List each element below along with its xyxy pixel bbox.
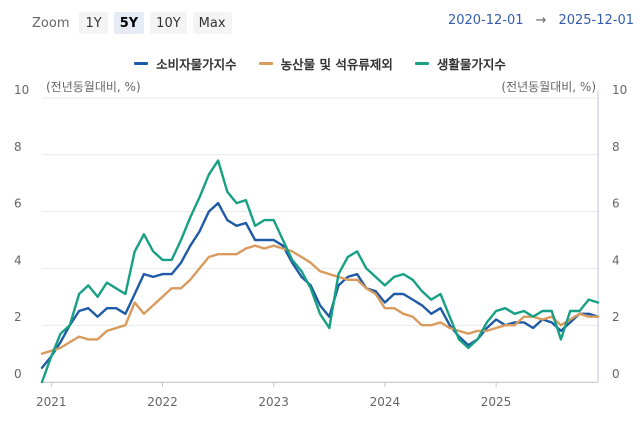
y-axis-unit-left: (전년동월대비, %) — [46, 80, 141, 94]
y-tick-label-right: 10 — [612, 83, 627, 97]
legend-swatch-cpi — [134, 62, 149, 65]
y-tick-label-left: 8 — [14, 140, 22, 154]
range-to-input[interactable]: 2025-12-01 — [558, 13, 634, 28]
zoom-label: Zoom — [32, 15, 70, 31]
zoom-1y-button[interactable]: 1Y — [79, 12, 108, 34]
zoom-max-button[interactable]: Max — [192, 12, 232, 34]
x-tick-label: 2025 — [481, 395, 512, 409]
legend-item-living[interactable]: 생활물가지수 — [414, 54, 506, 73]
legend-label-core: 농산물 및 석유류제외 — [280, 57, 393, 72]
y-tick-label-right: 6 — [612, 197, 620, 211]
series-line-living — [40, 159, 600, 384]
y-tick-label-left: 0 — [14, 367, 22, 381]
zoom-5y-button[interactable]: 5Y — [113, 12, 145, 34]
legend-swatch-living — [414, 62, 429, 65]
y-axis-unit-right: (전년동월대비, %) — [501, 80, 596, 94]
series-line-cpi — [40, 201, 600, 369]
legend-swatch-core — [258, 62, 273, 65]
x-tick-label: 2024 — [370, 395, 401, 409]
date-range: 2020-12-01 → 2025-12-01 — [448, 13, 634, 28]
x-tick-label: 2022 — [147, 395, 178, 409]
y-tick-label-left: 6 — [14, 197, 22, 211]
series-line-core — [40, 244, 600, 355]
y-tick-label-left: 10 — [14, 83, 29, 97]
x-tick-label: 2023 — [258, 395, 289, 409]
legend-item-core[interactable]: 농산물 및 석유류제외 — [258, 54, 393, 73]
y-tick-label-left: 2 — [14, 310, 22, 324]
y-tick-label-right: 8 — [612, 140, 620, 154]
y-tick-label-right: 2 — [612, 310, 620, 324]
zoom-toolbar: Zoom 1Y 5Y 10Y Max — [32, 12, 232, 34]
chart-legend: 소비자물가지수 농산물 및 석유류제외 생활물가지수 — [0, 54, 640, 73]
x-tick-label: 2021 — [36, 395, 67, 409]
legend-item-cpi[interactable]: 소비자물가지수 — [134, 54, 237, 73]
y-tick-label-left: 4 — [14, 253, 22, 267]
legend-label-living: 생활물가지수 — [436, 57, 506, 72]
legend-label-cpi: 소비자물가지수 — [156, 57, 237, 72]
zoom-10y-button[interactable]: 10Y — [150, 12, 187, 34]
range-from-input[interactable]: 2020-12-01 — [447, 13, 524, 28]
range-arrow: → — [535, 13, 547, 28]
y-tick-label-right: 4 — [612, 253, 620, 267]
y-tick-label-right: 0 — [612, 367, 620, 381]
